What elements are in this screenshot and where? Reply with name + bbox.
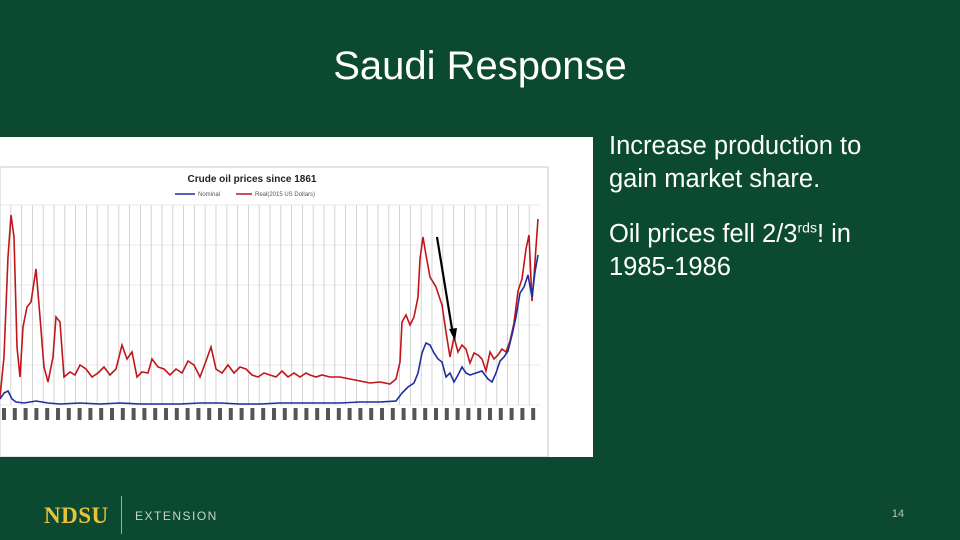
tick-label-mark bbox=[218, 408, 222, 420]
tick-label-mark bbox=[509, 408, 514, 420]
tick-label-mark bbox=[99, 408, 104, 420]
real-price-line bbox=[0, 214, 539, 398]
tick-label-mark bbox=[56, 408, 60, 420]
oil-price-chart: Crude oil prices since 1861 Nominal Real… bbox=[0, 137, 593, 457]
tick-label-mark bbox=[185, 408, 190, 420]
tick-label-mark bbox=[272, 408, 276, 420]
tick-label-mark bbox=[282, 408, 287, 420]
tick-label-mark bbox=[153, 408, 158, 420]
footer-divider bbox=[121, 496, 122, 534]
tick-label-mark bbox=[207, 408, 212, 420]
x-axis-tick-labels bbox=[2, 408, 536, 420]
tick-label-mark bbox=[34, 408, 39, 420]
legend-real: Real(2015 US Dollars) bbox=[255, 192, 315, 198]
decline-arrow bbox=[435, 236, 455, 336]
bullet-price-fall-sup: rds bbox=[797, 219, 817, 236]
tick-label-mark bbox=[434, 408, 438, 420]
tick-label-mark bbox=[401, 408, 406, 420]
tick-label-mark bbox=[120, 408, 125, 420]
tick-label-mark bbox=[250, 408, 255, 420]
tick-label-mark bbox=[196, 408, 201, 420]
bullet-list: Increase production to gain market share… bbox=[609, 130, 909, 306]
tick-label-mark bbox=[380, 408, 384, 420]
chart-title: Crude oil prices since 1861 bbox=[188, 174, 317, 185]
tick-label-mark bbox=[477, 408, 482, 420]
tick-label-mark bbox=[23, 408, 28, 420]
tick-label-mark bbox=[110, 408, 114, 420]
tick-label-mark bbox=[498, 408, 503, 420]
tick-label-mark bbox=[228, 408, 233, 420]
tick-label-mark bbox=[326, 408, 330, 420]
tick-label-mark bbox=[2, 408, 6, 420]
extension-label: EXTENSION bbox=[135, 509, 218, 523]
tick-label-mark bbox=[390, 408, 395, 420]
tick-label-mark bbox=[444, 408, 449, 420]
bullet-price-fall: Oil prices fell 2/3rds! in 1985-1986 bbox=[609, 218, 909, 284]
tick-label-mark bbox=[66, 408, 71, 420]
tick-label-mark bbox=[174, 408, 179, 420]
chart-grid bbox=[0, 204, 540, 406]
slide-title: Saudi Response bbox=[333, 44, 627, 88]
tick-label-mark bbox=[412, 408, 417, 420]
tick-label-mark bbox=[293, 408, 298, 420]
tick-label-mark bbox=[347, 408, 352, 420]
oil-price-chart-image: Crude oil prices since 1861 Nominal Real… bbox=[0, 137, 593, 457]
bullet-price-fall-part2: ! in 1985-1986 bbox=[609, 220, 851, 281]
tick-label-mark bbox=[88, 408, 93, 420]
tick-label-mark bbox=[520, 408, 525, 420]
tick-label-mark bbox=[455, 408, 460, 420]
nominal-price-line bbox=[0, 254, 539, 405]
tick-label-mark bbox=[164, 408, 168, 420]
ndsu-logo: NDSU bbox=[44, 503, 109, 528]
bullet-increase-production: Increase production to gain market share… bbox=[609, 132, 862, 193]
tick-label-mark bbox=[304, 408, 309, 420]
tick-label-mark bbox=[466, 408, 471, 420]
decline-arrowhead bbox=[449, 328, 457, 341]
tick-label-mark bbox=[239, 408, 244, 420]
tick-label-mark bbox=[12, 408, 17, 420]
tick-label-mark bbox=[358, 408, 363, 420]
legend-nominal: Nominal bbox=[198, 192, 220, 198]
tick-label-mark bbox=[336, 408, 341, 420]
page-number: 14 bbox=[891, 508, 905, 520]
bullet-price-fall-part1: Oil prices fell 2/3 bbox=[609, 220, 798, 248]
tick-label-mark bbox=[315, 408, 320, 420]
tick-label-mark bbox=[131, 408, 136, 420]
tick-label-mark bbox=[369, 408, 374, 420]
tick-label-mark bbox=[488, 408, 492, 420]
tick-label-mark bbox=[423, 408, 428, 420]
tick-label-mark bbox=[45, 408, 50, 420]
tick-label-mark bbox=[142, 408, 147, 420]
tick-label-mark bbox=[531, 408, 536, 420]
tick-label-mark bbox=[77, 408, 82, 420]
tick-label-mark bbox=[261, 408, 266, 420]
